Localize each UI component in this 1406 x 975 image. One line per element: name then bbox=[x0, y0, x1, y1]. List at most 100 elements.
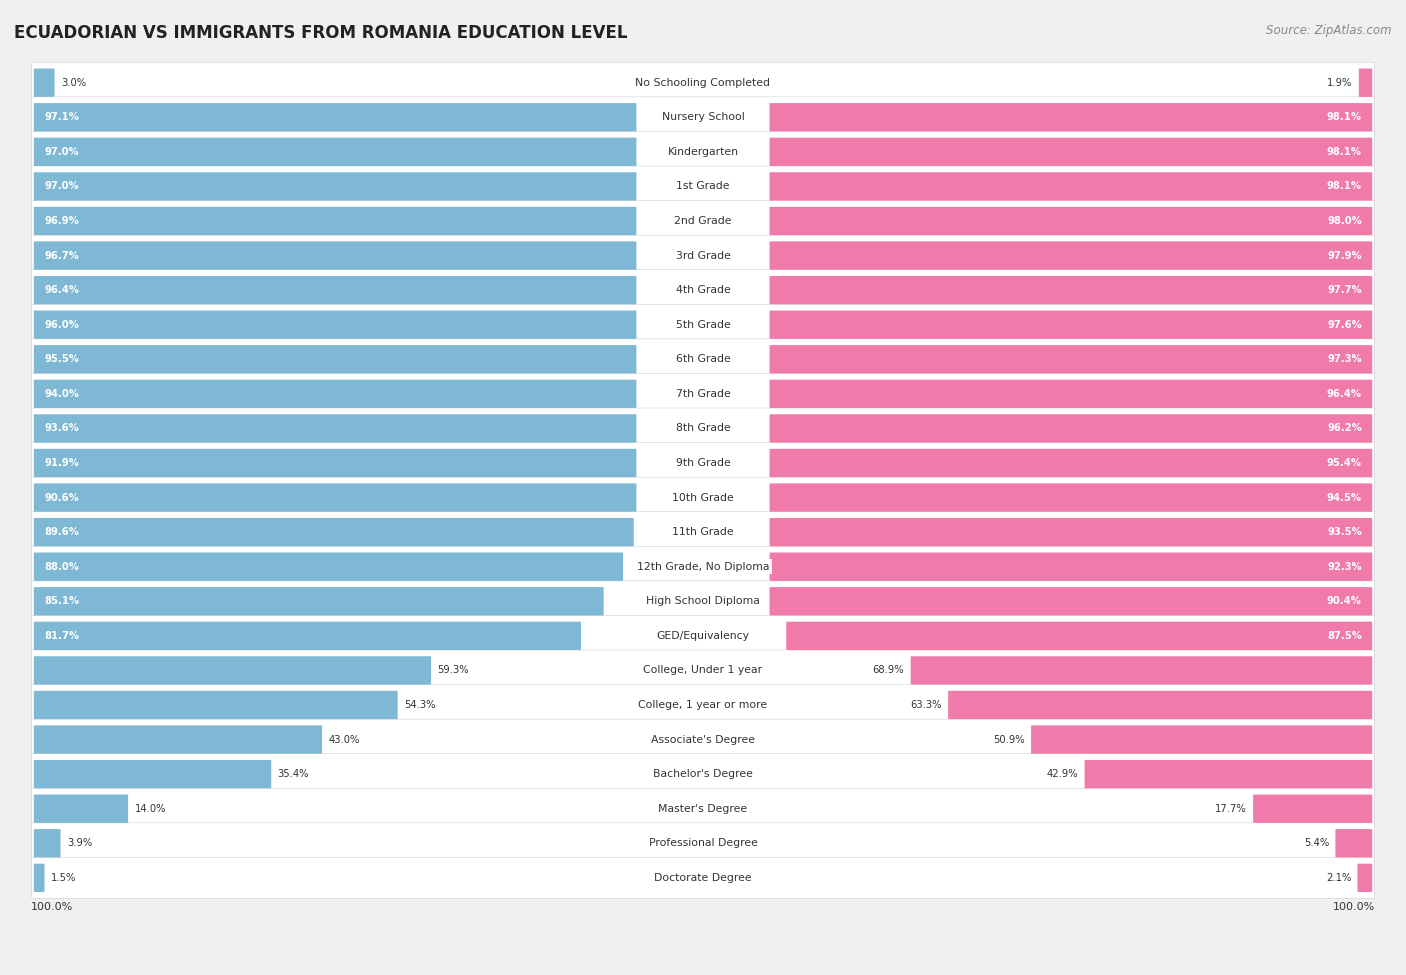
Text: 12th Grade, No Diploma: 12th Grade, No Diploma bbox=[637, 562, 769, 571]
FancyBboxPatch shape bbox=[34, 242, 637, 270]
FancyBboxPatch shape bbox=[34, 518, 634, 546]
Text: Doctorate Degree: Doctorate Degree bbox=[654, 873, 752, 882]
Text: 93.6%: 93.6% bbox=[44, 423, 79, 434]
FancyBboxPatch shape bbox=[31, 789, 1375, 829]
Text: 96.4%: 96.4% bbox=[1327, 389, 1362, 399]
FancyBboxPatch shape bbox=[769, 173, 1372, 201]
Text: 98.1%: 98.1% bbox=[1327, 181, 1362, 191]
Text: 87.5%: 87.5% bbox=[1327, 631, 1362, 641]
FancyBboxPatch shape bbox=[1358, 864, 1372, 892]
FancyBboxPatch shape bbox=[34, 379, 637, 408]
FancyBboxPatch shape bbox=[31, 615, 1375, 656]
Text: High School Diploma: High School Diploma bbox=[647, 597, 759, 606]
Text: 54.3%: 54.3% bbox=[404, 700, 436, 710]
FancyBboxPatch shape bbox=[769, 242, 1372, 270]
Text: Professional Degree: Professional Degree bbox=[648, 838, 758, 848]
FancyBboxPatch shape bbox=[34, 829, 60, 857]
FancyBboxPatch shape bbox=[769, 310, 1372, 339]
Text: 81.7%: 81.7% bbox=[44, 631, 79, 641]
Text: 98.1%: 98.1% bbox=[1327, 147, 1362, 157]
Text: ECUADORIAN VS IMMIGRANTS FROM ROMANIA EDUCATION LEVEL: ECUADORIAN VS IMMIGRANTS FROM ROMANIA ED… bbox=[14, 24, 627, 42]
FancyBboxPatch shape bbox=[34, 173, 637, 201]
FancyBboxPatch shape bbox=[31, 754, 1375, 795]
Text: 9th Grade: 9th Grade bbox=[676, 458, 730, 468]
FancyBboxPatch shape bbox=[34, 276, 637, 304]
Text: 98.0%: 98.0% bbox=[1327, 216, 1362, 226]
FancyBboxPatch shape bbox=[31, 477, 1375, 518]
Text: 7th Grade: 7th Grade bbox=[676, 389, 730, 399]
Text: Source: ZipAtlas.com: Source: ZipAtlas.com bbox=[1267, 24, 1392, 37]
FancyBboxPatch shape bbox=[34, 484, 637, 512]
FancyBboxPatch shape bbox=[31, 235, 1375, 276]
Text: 2nd Grade: 2nd Grade bbox=[675, 216, 731, 226]
FancyBboxPatch shape bbox=[34, 414, 637, 443]
Text: 50.9%: 50.9% bbox=[993, 734, 1025, 745]
Text: 1.5%: 1.5% bbox=[51, 873, 76, 882]
FancyBboxPatch shape bbox=[1336, 829, 1372, 857]
Text: 96.7%: 96.7% bbox=[44, 251, 79, 260]
Text: 97.9%: 97.9% bbox=[1327, 251, 1362, 260]
FancyBboxPatch shape bbox=[769, 345, 1372, 373]
Text: 4th Grade: 4th Grade bbox=[676, 285, 730, 295]
Text: 5.4%: 5.4% bbox=[1303, 838, 1329, 848]
Text: 42.9%: 42.9% bbox=[1046, 769, 1078, 779]
FancyBboxPatch shape bbox=[31, 97, 1375, 137]
FancyBboxPatch shape bbox=[34, 587, 603, 615]
Text: 3.9%: 3.9% bbox=[67, 838, 93, 848]
Text: GED/Equivalency: GED/Equivalency bbox=[657, 631, 749, 641]
Text: 17.7%: 17.7% bbox=[1215, 803, 1247, 814]
FancyBboxPatch shape bbox=[786, 622, 1372, 650]
FancyBboxPatch shape bbox=[34, 864, 45, 892]
Text: 97.0%: 97.0% bbox=[44, 181, 79, 191]
FancyBboxPatch shape bbox=[31, 339, 1375, 379]
Text: 14.0%: 14.0% bbox=[135, 803, 166, 814]
FancyBboxPatch shape bbox=[769, 414, 1372, 443]
FancyBboxPatch shape bbox=[31, 270, 1375, 310]
FancyBboxPatch shape bbox=[31, 166, 1375, 207]
Text: 96.0%: 96.0% bbox=[44, 320, 79, 330]
Text: 43.0%: 43.0% bbox=[329, 734, 360, 745]
FancyBboxPatch shape bbox=[769, 207, 1372, 235]
FancyBboxPatch shape bbox=[34, 622, 581, 650]
Text: 85.1%: 85.1% bbox=[44, 597, 79, 606]
Text: 95.4%: 95.4% bbox=[1327, 458, 1362, 468]
Text: 11th Grade: 11th Grade bbox=[672, 527, 734, 537]
FancyBboxPatch shape bbox=[34, 691, 398, 720]
Text: 5th Grade: 5th Grade bbox=[676, 320, 730, 330]
FancyBboxPatch shape bbox=[34, 68, 55, 97]
Text: College, 1 year or more: College, 1 year or more bbox=[638, 700, 768, 710]
FancyBboxPatch shape bbox=[34, 553, 623, 581]
Text: 100.0%: 100.0% bbox=[1333, 902, 1375, 913]
FancyBboxPatch shape bbox=[1253, 795, 1372, 823]
Text: Master's Degree: Master's Degree bbox=[658, 803, 748, 814]
FancyBboxPatch shape bbox=[34, 345, 637, 373]
FancyBboxPatch shape bbox=[34, 137, 637, 166]
Text: 59.3%: 59.3% bbox=[437, 665, 470, 676]
FancyBboxPatch shape bbox=[911, 656, 1372, 684]
FancyBboxPatch shape bbox=[31, 132, 1375, 173]
FancyBboxPatch shape bbox=[31, 684, 1375, 725]
Text: 97.7%: 97.7% bbox=[1327, 285, 1362, 295]
FancyBboxPatch shape bbox=[769, 587, 1372, 615]
FancyBboxPatch shape bbox=[31, 62, 1375, 103]
FancyBboxPatch shape bbox=[31, 546, 1375, 587]
Text: 6th Grade: 6th Grade bbox=[676, 354, 730, 365]
Text: Kindergarten: Kindergarten bbox=[668, 147, 738, 157]
FancyBboxPatch shape bbox=[31, 650, 1375, 691]
FancyBboxPatch shape bbox=[34, 103, 637, 132]
FancyBboxPatch shape bbox=[34, 207, 637, 235]
Text: 68.9%: 68.9% bbox=[873, 665, 904, 676]
FancyBboxPatch shape bbox=[31, 823, 1375, 864]
Text: 90.4%: 90.4% bbox=[1327, 597, 1362, 606]
Text: 96.9%: 96.9% bbox=[44, 216, 79, 226]
Text: 98.1%: 98.1% bbox=[1327, 112, 1362, 122]
Text: 1st Grade: 1st Grade bbox=[676, 181, 730, 191]
FancyBboxPatch shape bbox=[1031, 725, 1372, 754]
Text: 92.3%: 92.3% bbox=[1327, 562, 1362, 571]
FancyBboxPatch shape bbox=[34, 310, 637, 339]
Text: 3.0%: 3.0% bbox=[60, 78, 86, 88]
FancyBboxPatch shape bbox=[31, 443, 1375, 484]
Text: 97.6%: 97.6% bbox=[1327, 320, 1362, 330]
Text: 10th Grade: 10th Grade bbox=[672, 492, 734, 502]
Text: 97.3%: 97.3% bbox=[1327, 354, 1362, 365]
